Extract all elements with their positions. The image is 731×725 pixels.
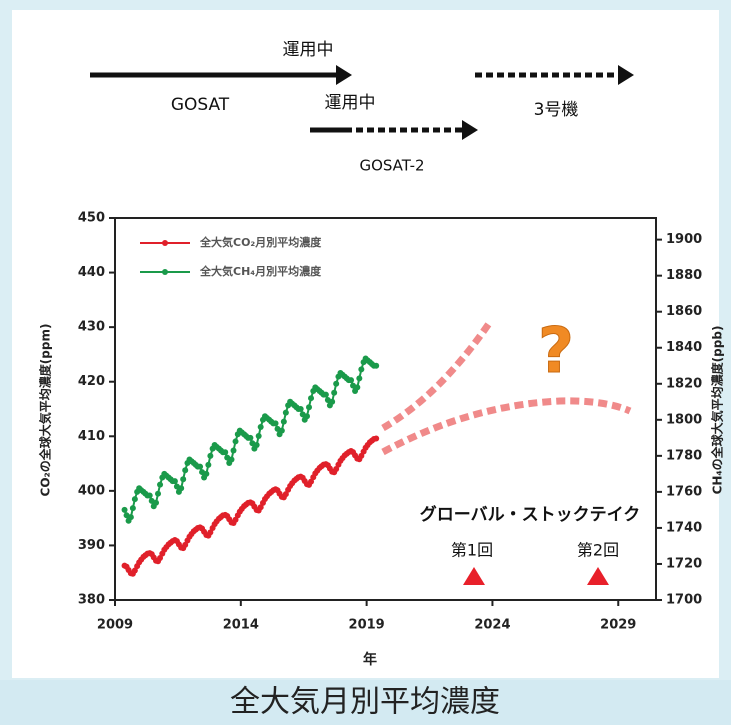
data-point <box>153 500 159 506</box>
data-point <box>298 406 304 412</box>
data-point <box>356 375 362 381</box>
question-mark: ? <box>538 314 574 387</box>
data-point <box>354 384 360 390</box>
data-point <box>172 478 178 484</box>
data-point <box>304 413 310 419</box>
data-point <box>254 442 260 448</box>
data-point <box>256 433 262 439</box>
legend-marker <box>162 240 168 246</box>
data-point <box>329 399 335 405</box>
x-tick-label: 2029 <box>600 618 636 633</box>
data-point <box>122 507 128 513</box>
data-point <box>197 464 203 470</box>
annotation: 第1回 <box>451 541 493 560</box>
data-point <box>132 496 138 502</box>
y-tick-label: 440 <box>78 265 105 280</box>
x-axis-title: 年 <box>363 651 377 668</box>
x-tick-label: 2024 <box>474 618 510 633</box>
data-point <box>323 392 329 398</box>
x-tick-label: 2019 <box>349 618 385 633</box>
y2-tick-label: 1760 <box>666 484 702 499</box>
data-point <box>233 438 239 444</box>
legend-marker <box>162 269 168 275</box>
data-point <box>279 428 285 434</box>
data-point <box>229 456 235 462</box>
data-point <box>283 410 289 416</box>
data-point <box>247 435 253 441</box>
y-tick-label: 430 <box>78 320 105 335</box>
timeline-label: 3号機 <box>534 100 579 120</box>
page: 全大気月別平均濃度 運用中 GOSAT 運用中 3号機 GOSAT-2 ? グロ… <box>0 0 731 725</box>
y-tick-label: 380 <box>78 593 105 608</box>
annotation: グローバル・ストックテイク <box>420 504 641 525</box>
data-point <box>207 453 213 459</box>
data-point <box>182 467 188 473</box>
y2-tick-label: 1820 <box>666 376 702 391</box>
legend-label: 全大気CH₄月別平均濃度 <box>199 264 322 278</box>
data-point <box>258 424 264 430</box>
data-point <box>331 390 337 396</box>
data-point <box>147 492 153 498</box>
data-point <box>180 476 186 482</box>
y-axis-title: CO₂の全球大気平均濃度(ppm) <box>38 324 53 497</box>
data-point <box>155 491 161 497</box>
data-point <box>157 482 163 488</box>
y2-tick-label: 1740 <box>666 520 702 535</box>
x-tick-label: 2014 <box>223 618 259 633</box>
data-point <box>373 363 379 369</box>
data-point <box>373 435 379 441</box>
y-tick-label: 450 <box>78 211 105 226</box>
data-point <box>308 395 314 401</box>
timeline-label: 運用中 <box>283 40 334 60</box>
y2-tick-label: 1700 <box>666 593 702 608</box>
data-point <box>358 366 364 372</box>
data-point <box>231 447 237 453</box>
data-point <box>178 485 184 491</box>
data-point <box>128 514 134 520</box>
data-point <box>130 505 136 511</box>
data-point <box>273 420 279 426</box>
y-tick-label: 390 <box>78 538 105 553</box>
y-tick-label: 420 <box>78 374 105 389</box>
timeline-label: 運用中 <box>325 93 376 113</box>
y2-tick-label: 1720 <box>666 556 702 571</box>
y-tick-label: 410 <box>78 429 105 444</box>
x-tick-label: 2009 <box>97 618 133 633</box>
y2-axis-title: CH₄の全球大気平均濃度(ppb) <box>710 326 725 495</box>
data-point <box>333 381 339 387</box>
annotation: 第2回 <box>577 541 619 560</box>
y2-tick-label: 1880 <box>666 268 702 283</box>
legend-label: 全大気CO₂月別平均濃度 <box>199 235 322 249</box>
data-point <box>348 377 354 383</box>
data-point <box>281 419 287 425</box>
data-point <box>203 471 209 477</box>
chart: 全大気月別平均濃度 運用中 GOSAT 運用中 3号機 GOSAT-2 ? グロ… <box>0 0 731 725</box>
data-point <box>222 449 228 455</box>
y2-tick-label: 1860 <box>666 304 702 319</box>
timeline-label: GOSAT <box>171 95 230 115</box>
y2-tick-label: 1900 <box>666 232 702 247</box>
data-point <box>205 462 211 468</box>
y2-tick-label: 1780 <box>666 448 702 463</box>
timeline-label: GOSAT-2 <box>359 157 424 175</box>
data-point <box>306 404 312 410</box>
y-tick-label: 400 <box>78 483 105 498</box>
y2-tick-label: 1800 <box>666 412 702 427</box>
y2-tick-label: 1840 <box>666 340 702 355</box>
footer-title: 全大気月別平均濃度 <box>230 685 500 720</box>
